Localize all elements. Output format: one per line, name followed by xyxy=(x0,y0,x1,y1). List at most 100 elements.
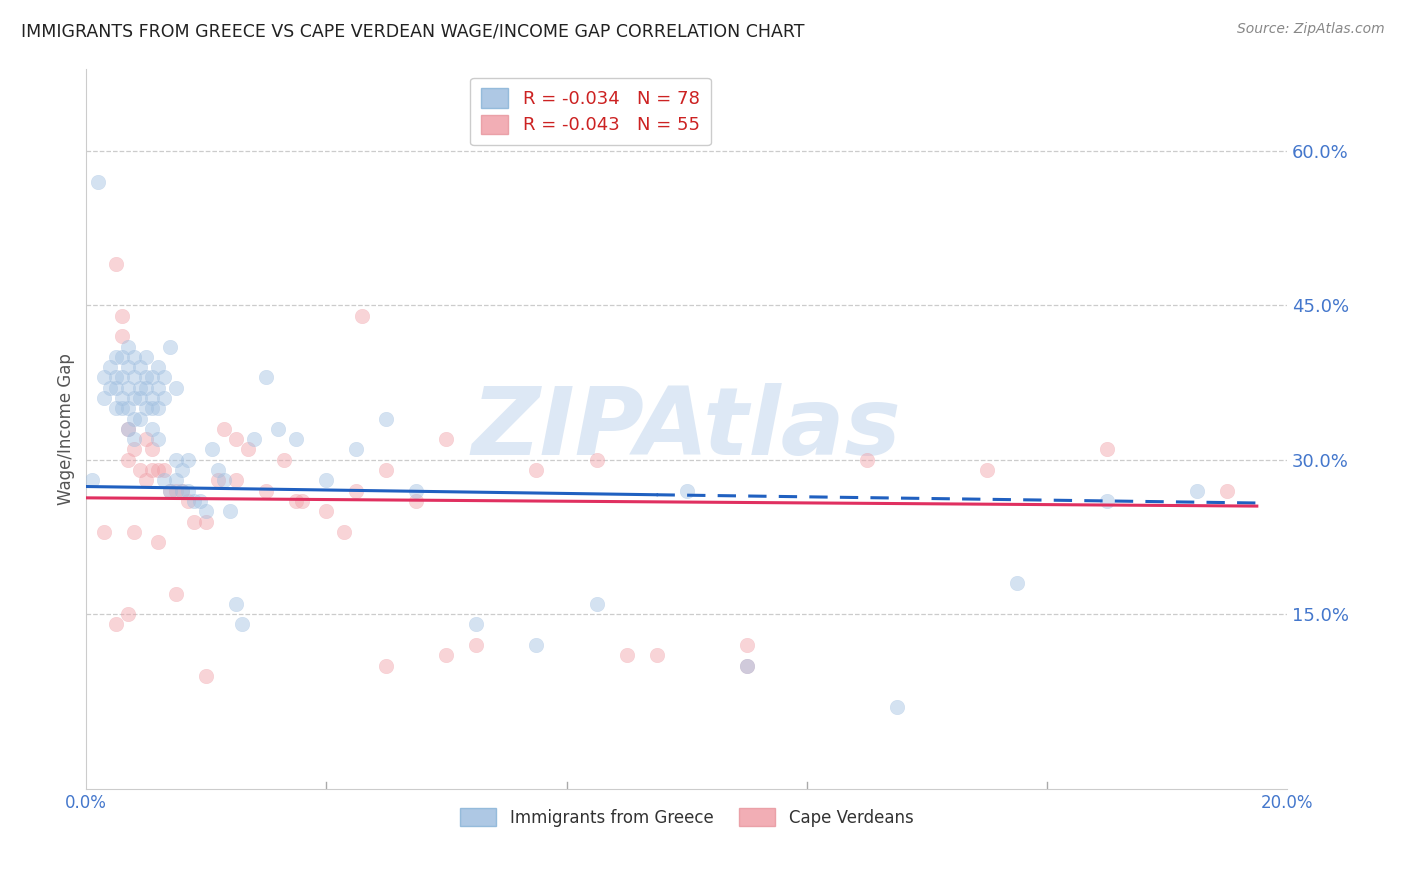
Point xyxy=(1185,483,1208,498)
Point xyxy=(82,474,104,488)
Point xyxy=(177,452,200,467)
Point xyxy=(436,432,458,446)
Point xyxy=(165,483,187,498)
Point xyxy=(124,442,146,457)
Point xyxy=(117,422,139,436)
Point xyxy=(165,381,187,395)
Point xyxy=(135,401,157,416)
Point xyxy=(195,504,218,518)
Point xyxy=(165,474,187,488)
Point xyxy=(124,370,146,384)
Point xyxy=(526,638,548,652)
Point xyxy=(165,586,187,600)
Point xyxy=(172,483,194,498)
Point xyxy=(214,474,236,488)
Point xyxy=(225,474,247,488)
Point xyxy=(238,442,260,457)
Point xyxy=(124,411,146,425)
Point xyxy=(225,597,247,611)
Point xyxy=(405,494,427,508)
Point xyxy=(105,617,128,632)
Point xyxy=(195,515,218,529)
Point xyxy=(585,452,607,467)
Point xyxy=(153,463,176,477)
Point xyxy=(105,381,128,395)
Point xyxy=(1216,483,1239,498)
Point xyxy=(585,597,607,611)
Point xyxy=(117,360,139,375)
Point xyxy=(405,483,427,498)
Point xyxy=(855,452,877,467)
Point xyxy=(195,669,218,683)
Text: ZIPAtlas: ZIPAtlas xyxy=(471,383,901,475)
Point xyxy=(93,391,115,405)
Point xyxy=(1095,442,1118,457)
Point xyxy=(315,474,337,488)
Point xyxy=(273,452,295,467)
Point xyxy=(153,370,176,384)
Point xyxy=(526,463,548,477)
Point xyxy=(129,360,152,375)
Point xyxy=(124,391,146,405)
Point xyxy=(148,432,170,446)
Point xyxy=(285,432,308,446)
Point xyxy=(214,422,236,436)
Point xyxy=(465,617,488,632)
Point xyxy=(148,463,170,477)
Point xyxy=(375,658,398,673)
Point xyxy=(117,401,139,416)
Point xyxy=(153,474,176,488)
Point xyxy=(285,494,308,508)
Point xyxy=(183,515,205,529)
Point xyxy=(93,370,115,384)
Point xyxy=(735,658,758,673)
Point xyxy=(98,360,121,375)
Point xyxy=(254,483,277,498)
Point xyxy=(375,463,398,477)
Y-axis label: Wage/Income Gap: Wage/Income Gap xyxy=(58,353,75,505)
Point xyxy=(129,411,152,425)
Point xyxy=(159,483,181,498)
Point xyxy=(465,638,488,652)
Point xyxy=(105,350,128,364)
Point xyxy=(111,309,134,323)
Point xyxy=(135,350,157,364)
Point xyxy=(105,370,128,384)
Point xyxy=(291,494,314,508)
Point xyxy=(87,175,110,189)
Point xyxy=(207,474,229,488)
Point xyxy=(105,401,128,416)
Point xyxy=(207,463,229,477)
Point xyxy=(111,350,134,364)
Point xyxy=(129,463,152,477)
Point xyxy=(135,432,157,446)
Text: Source: ZipAtlas.com: Source: ZipAtlas.com xyxy=(1237,22,1385,37)
Point xyxy=(124,432,146,446)
Point xyxy=(159,483,181,498)
Point xyxy=(172,463,194,477)
Point xyxy=(111,391,134,405)
Point xyxy=(177,483,200,498)
Point xyxy=(225,432,247,446)
Point xyxy=(267,422,290,436)
Point xyxy=(93,524,115,539)
Point xyxy=(141,442,163,457)
Legend: Immigrants from Greece, Cape Verdeans: Immigrants from Greece, Cape Verdeans xyxy=(451,799,922,835)
Point xyxy=(188,494,211,508)
Point xyxy=(141,401,163,416)
Point xyxy=(675,483,697,498)
Point xyxy=(219,504,242,518)
Point xyxy=(129,391,152,405)
Point xyxy=(141,370,163,384)
Point xyxy=(111,401,134,416)
Point xyxy=(124,350,146,364)
Point xyxy=(645,648,668,663)
Point xyxy=(141,422,163,436)
Point xyxy=(165,452,187,467)
Point xyxy=(183,494,205,508)
Point xyxy=(254,370,277,384)
Point xyxy=(135,474,157,488)
Point xyxy=(616,648,638,663)
Point xyxy=(153,391,176,405)
Point xyxy=(135,370,157,384)
